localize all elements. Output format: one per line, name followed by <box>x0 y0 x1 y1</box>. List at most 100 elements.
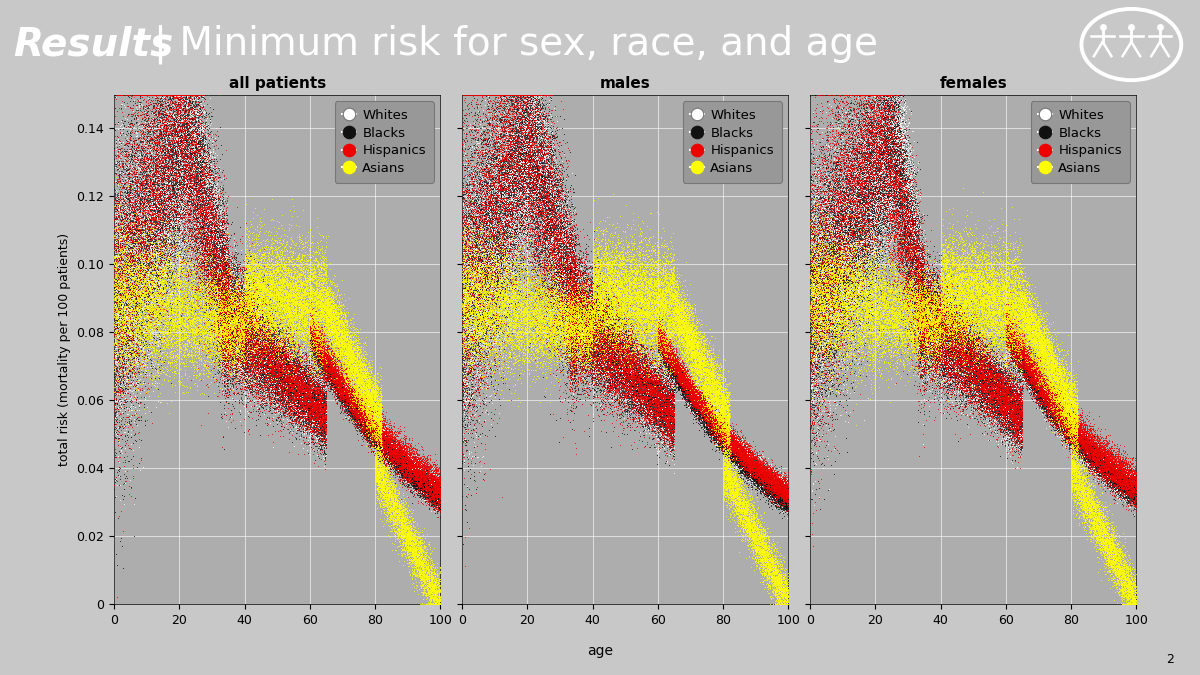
Point <box>985 375 1004 385</box>
Point <box>854 321 874 332</box>
Point <box>1042 402 1061 412</box>
Point <box>715 408 734 418</box>
Point <box>238 308 257 319</box>
Point <box>744 542 763 553</box>
Point <box>964 363 983 374</box>
Point <box>152 176 172 186</box>
Point <box>377 441 396 452</box>
Point <box>709 427 728 438</box>
Point <box>923 346 942 356</box>
Point <box>349 380 368 391</box>
Point <box>532 284 551 295</box>
Point <box>454 306 473 317</box>
Point <box>896 335 916 346</box>
Point <box>757 472 776 483</box>
Point <box>526 89 545 100</box>
Point <box>498 319 517 329</box>
Point <box>649 331 668 342</box>
Point <box>212 313 232 324</box>
Point <box>425 487 444 497</box>
Point <box>355 410 374 421</box>
Point <box>538 140 557 151</box>
Point <box>1018 379 1037 390</box>
Point <box>920 346 940 356</box>
Point <box>625 358 644 369</box>
Point <box>700 420 719 431</box>
Point <box>713 425 732 436</box>
Point <box>288 376 307 387</box>
Point <box>112 287 131 298</box>
Point <box>412 472 431 483</box>
Point <box>310 340 329 351</box>
Point <box>666 312 685 323</box>
Point <box>305 385 324 396</box>
Point <box>670 369 689 380</box>
Point <box>550 194 569 205</box>
Point <box>808 248 827 259</box>
Point <box>905 277 924 288</box>
Point <box>344 330 364 341</box>
Point <box>295 371 314 381</box>
Point <box>119 385 138 396</box>
Point <box>468 109 487 120</box>
Point <box>984 420 1003 431</box>
Point <box>522 307 541 318</box>
Point <box>1000 359 1019 370</box>
Point <box>204 221 223 232</box>
Point <box>649 397 668 408</box>
Point <box>222 328 241 339</box>
Point <box>1018 362 1037 373</box>
Point <box>341 396 360 407</box>
Point <box>206 205 226 216</box>
Point <box>614 360 634 371</box>
Point <box>311 348 330 359</box>
Point <box>664 362 683 373</box>
Point <box>554 346 574 357</box>
Point <box>199 154 218 165</box>
Point <box>808 253 827 264</box>
Point <box>692 400 712 411</box>
Point <box>649 415 668 426</box>
Point <box>275 375 294 386</box>
Point <box>919 336 938 347</box>
Point <box>1104 468 1123 479</box>
Point <box>690 388 709 399</box>
Point <box>542 254 562 265</box>
Point <box>414 479 433 489</box>
Point <box>998 330 1018 341</box>
Point <box>719 443 738 454</box>
Point <box>314 353 334 364</box>
Point <box>872 114 892 125</box>
Point <box>803 377 822 387</box>
Point <box>548 194 568 205</box>
Point <box>1062 412 1081 423</box>
Point <box>290 325 310 336</box>
Point <box>811 323 830 333</box>
Point <box>947 400 966 410</box>
Point <box>1006 330 1025 341</box>
Point <box>654 258 673 269</box>
Point <box>188 225 208 236</box>
Point <box>931 324 950 335</box>
Point <box>847 237 866 248</box>
Point <box>996 332 1015 343</box>
Point <box>1100 465 1120 476</box>
Point <box>222 324 241 335</box>
Point <box>353 406 372 416</box>
Point <box>576 374 595 385</box>
Point <box>738 452 757 463</box>
Point <box>950 373 970 384</box>
Point <box>254 327 274 338</box>
Point <box>811 219 830 230</box>
Point <box>518 225 538 236</box>
Point <box>828 252 847 263</box>
Point <box>733 516 752 527</box>
Point <box>278 376 298 387</box>
Point <box>661 405 680 416</box>
Point <box>318 348 337 358</box>
Point <box>917 360 936 371</box>
Point <box>610 293 629 304</box>
Point <box>734 506 754 516</box>
Point <box>1070 440 1090 451</box>
Point <box>563 275 582 286</box>
